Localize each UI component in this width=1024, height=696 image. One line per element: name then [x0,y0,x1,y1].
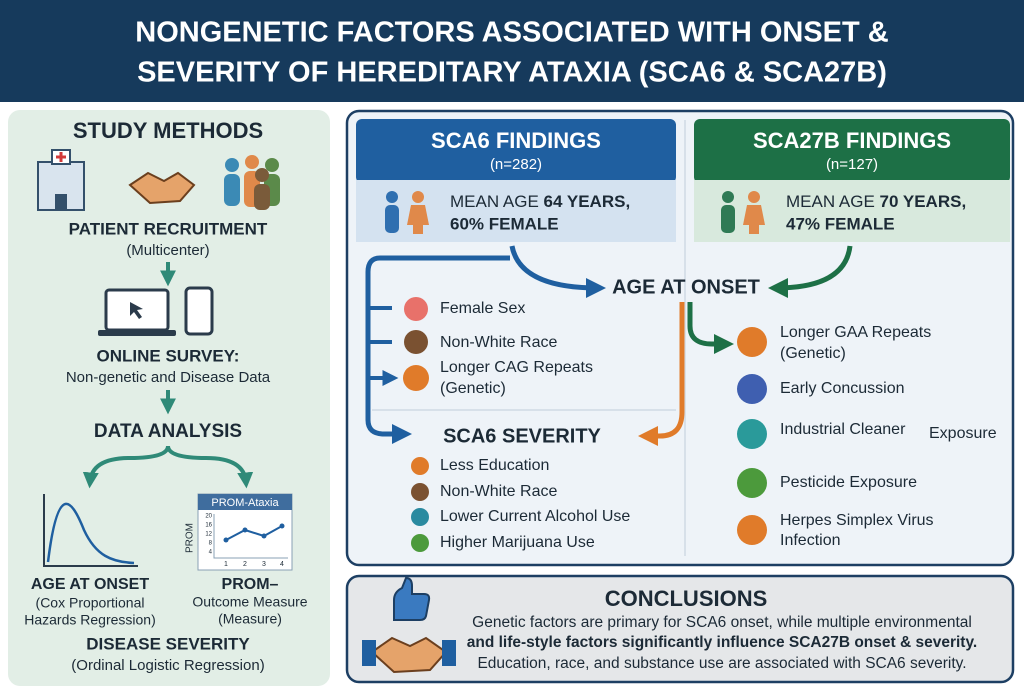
demo-text: MEAN AGE [786,192,875,211]
factor-icon [737,515,767,545]
title: NONGENETIC FACTORS ASSOCIATED WITH ONSET… [135,17,889,49]
x-tick: 2 [243,561,247,568]
x-tick: 1 [224,561,228,568]
conclusion-line: and life-style factors significantly inf… [467,634,978,651]
arrow [368,306,392,378]
sca27b-factor: Early Concussion [780,380,905,397]
flow-arrow [82,445,170,489]
demo-text: MEAN AGE [450,192,539,211]
conclusions-panel [345,574,1015,684]
sca27b-factor: Exposure [929,425,997,442]
analysis-sub: Hazards Regression) [24,612,156,628]
factor-icon [403,365,429,391]
arrow [638,302,685,446]
step-label: DATA ANALYSIS [94,421,242,442]
sca6-demo: 60% FEMALE [450,214,559,233]
people-icon [721,191,765,234]
sca27b-demo: 47% FEMALE [786,214,895,233]
step-sub: Non-genetic and Disease Data [66,369,271,386]
x-tick: 4 [280,561,284,568]
factor-icon [737,419,767,449]
analysis-sub: (Ordinal Logistic Regression) [71,657,264,674]
sca27b-factor: Pesticide Exposure [780,474,917,491]
factor-icon [737,327,767,357]
factor-icon [404,330,428,354]
y-tick: 16 [205,523,212,529]
severity-factor: Lower Current Alcohol Use [440,508,630,525]
sca27b-factor: Infection [780,532,840,549]
onset-factor: Longer CAG Repeats [440,359,593,376]
factor-icon [411,508,429,526]
severity-factor: Higher Marijuana Use [440,534,595,551]
people-icon [385,191,429,234]
sca27b-n: (n=127) [826,156,878,173]
onset-factor: Non-White Race [440,334,557,351]
arrow [365,255,510,444]
step-sub: (Multicenter) [126,242,209,259]
factor-icon [737,468,767,498]
survey-icons [98,286,214,336]
sca6-demo: MEAN AGE 64 YEARS, [450,192,630,211]
factor-icon [404,297,428,321]
x-tick: 3 [262,561,266,568]
step-label: PATIENT RECRUITMENT [69,219,268,238]
chart-title: PROM-Ataxia [211,497,279,509]
arrow [768,245,853,298]
arrow [509,245,606,298]
analysis-label: DISEASE SEVERITY [86,634,250,653]
sca27b-title: SCA27B FINDINGS [753,128,951,153]
analysis-sub: Outcome Measure [192,594,307,610]
severity-title: SCA6 SEVERITY [443,425,601,447]
sca27b-factor: Longer GAA Repeats [780,324,931,341]
onset-title: AGE AT ONSET [612,276,760,298]
severity-factor: Non-White Race [440,483,557,500]
factor-icon [411,534,429,552]
analysis-sub: (Measure) [218,611,282,627]
header-bg [0,0,1024,102]
conclusions-title: CONCLUSIONS [605,586,768,611]
y-tick: 20 [205,514,212,520]
sca6-n: (n=282) [490,156,542,173]
sca27b-factor: Industrial Cleaner [780,421,906,438]
conclusion-line: Education, race, and substance use are a… [477,655,966,672]
recruitment-icons [37,149,280,211]
sca27b-header [694,119,1010,183]
conclusion-icon [362,576,456,674]
analysis-label: PROM– [222,576,279,593]
onset-factor: Female Sex [440,300,525,317]
survival-curve-icon [43,494,138,567]
severity-factor: Less Education [440,457,549,474]
y-tick: 8 [209,541,213,547]
factor-icon [411,457,429,475]
analysis-sub: (Cox Proportional [36,595,145,611]
sca6-header [356,119,676,183]
demo-age: 70 YEARS, [880,192,967,211]
axis-label: PROM [185,523,196,553]
prom-chart-icon: PROM-Ataxia PROM 20 16 12 8 4 1 2 3 4 [185,493,293,571]
methods-title: STUDY METHODS [73,118,263,143]
sca6-title: SCA6 FINDINGS [431,128,601,153]
conclusion-line: Genetic factors are primary for SCA6 ons… [472,614,972,631]
factor-icon [411,483,429,501]
y-tick: 4 [209,550,213,556]
onset-factor: (Genetic) [440,380,506,397]
sca6-demo-bg [356,180,676,242]
y-tick: 12 [205,532,212,538]
title: SEVERITY OF HEREDITARY ATAXIA (SCA6 & SC… [137,57,887,89]
demo-age: 64 YEARS, [544,192,631,211]
sca27b-factor: (Genetic) [780,345,846,362]
arrow [687,302,734,354]
sca27b-factor: Herpes Simplex Virus [780,512,934,529]
factor-icon [737,374,767,404]
sca27b-demo: MEAN AGE 70 YEARS, [786,192,966,211]
analysis-label: AGE AT ONSET [31,576,149,593]
flow-arrow [166,445,254,489]
step-label: ONLINE SURVEY: [97,346,240,365]
